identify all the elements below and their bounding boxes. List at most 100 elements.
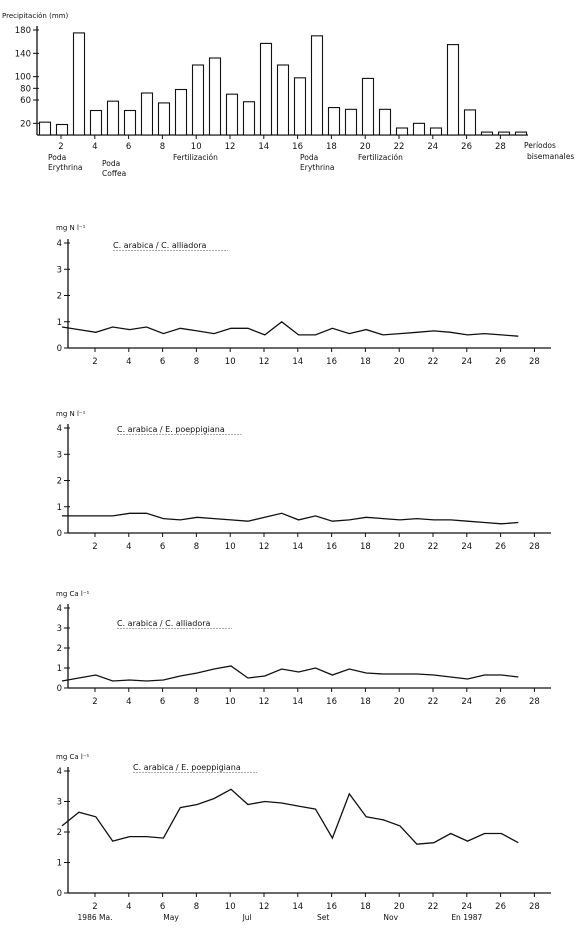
x-tick-label: 10 [225,542,236,552]
x-tick-label: 10 [225,357,236,367]
annotation-label: Poda [102,159,120,168]
x-tick-label: 22 [428,542,439,552]
y-tick-label: 1 [57,859,62,869]
bar [208,57,222,136]
x-axis-label: Períodos [524,141,556,150]
bar [276,64,290,136]
x-tick-label: 14 [292,542,303,552]
bar [174,88,188,136]
y-tick-label: 0 [57,684,62,694]
x-tick-label: 18 [326,142,337,152]
x-tick-label: 20 [360,142,371,152]
bar [344,108,358,136]
x-tick-label: 18 [360,357,371,367]
x-tick-label: 6 [160,357,165,367]
x-tick-label: 14 [292,357,303,367]
bar [191,64,205,136]
annotation-label: Erythrina [48,163,82,172]
y-tick-label: 4 [57,767,62,777]
series-line [61,665,519,682]
x-tick-label: 16 [326,902,337,912]
x-tick-label: 18 [360,902,371,912]
y-tick-label: 0 [57,889,62,899]
annotation-label: Erythrina [300,163,334,172]
x-tick-label: 6 [160,697,165,707]
series-line [61,320,519,337]
x-tick-label: 4 [126,697,131,707]
y-tick-label: 2 [57,477,62,487]
series-line [62,512,519,525]
y-tick-label: 3 [57,624,62,634]
y-tick-label: 60 [20,96,31,106]
bar [106,100,120,136]
bar [242,101,256,136]
x-tick-label: 16 [326,357,337,367]
x-tick-label: 24 [461,902,472,912]
month-label: Set [317,913,329,922]
x-tick-label: 4 [126,542,131,552]
x-tick-label: 24 [461,542,472,552]
y-tick-label: 20 [20,119,31,129]
bar [327,107,341,136]
bar [38,121,52,136]
chart-title: C. arabica / C. alliadora [113,241,207,250]
x-tick-label: 22 [428,697,439,707]
y-tick-label: 2 [57,292,62,302]
bar [55,123,69,136]
annotation-label: Poda [300,153,318,162]
month-label: May [163,913,179,922]
bar [412,122,426,136]
y-tick-label: 4 [57,424,62,434]
month-label: 1986 Ma. [78,913,113,922]
x-tick-label: 26 [495,357,506,367]
annotation-label: Fertilización [173,153,218,162]
x-tick-label: 6 [126,142,131,152]
x-tick-label: 14 [258,142,269,152]
month-label: Nov [383,913,398,922]
x-tick-label: 14 [292,697,303,707]
x-tick-label: 6 [160,902,165,912]
y-tick-label: 2 [57,644,62,654]
annotation-label: Fertilización [358,153,403,162]
x-tick-label: 24 [461,697,472,707]
x-tick-label: 2 [92,902,97,912]
bar [140,92,154,136]
x-tick-label: 10 [225,902,236,912]
x-tick-label: 12 [225,142,236,152]
y-tick-label: 100 [15,73,31,83]
y-tick-label: 0 [57,344,62,354]
bar [72,32,86,136]
y-axis-label: mg Ca l⁻¹ [56,590,90,598]
x-tick-label: 8 [194,697,199,707]
y-tick-label: 3 [57,265,62,275]
series-line [61,788,519,845]
x-tick-label: 22 [394,142,405,152]
x-tick-label: 2 [92,542,97,552]
x-tick-label: 6 [160,542,165,552]
x-tick-label: 16 [292,142,303,152]
x-tick-label: 28 [529,697,540,707]
x-tick-label: 28 [529,542,540,552]
y-tick-label: 1 [57,503,62,513]
y-tick-label: 1 [57,664,62,674]
x-tick-label: 28 [529,902,540,912]
x-tick-label: 4 [126,357,131,367]
x-tick-label: 10 [225,697,236,707]
y-tick-label: 180 [15,26,31,36]
bar [480,131,494,136]
x-tick-label: 26 [495,542,506,552]
y-tick-label: 2 [57,828,62,838]
y-tick-label: 3 [57,798,62,808]
bar [429,127,443,136]
x-tick-label: 20 [394,357,405,367]
x-tick-label: 10 [191,142,202,152]
x-tick-label: 16 [326,697,337,707]
x-tick-label: 20 [394,697,405,707]
x-tick-label: 8 [194,902,199,912]
x-tick-label: 26 [461,142,472,152]
y-tick-label: 4 [57,239,62,249]
x-tick-label: 8 [160,142,165,152]
bar [395,127,409,136]
bar [259,42,273,136]
